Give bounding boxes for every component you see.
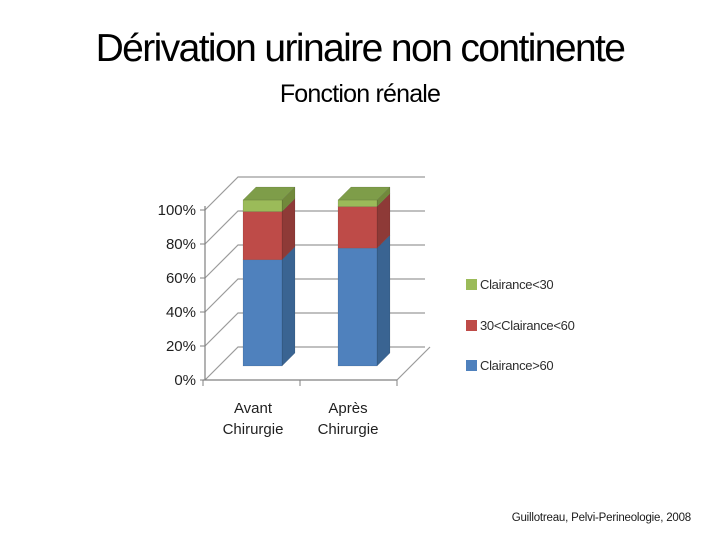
gridline <box>204 244 425 279</box>
y-tick-label: 80% <box>166 236 196 253</box>
legend-label: Clairance>60 <box>480 358 554 373</box>
x-category-label: Après Chirurgie <box>318 400 379 438</box>
legend-swatch-icon <box>466 360 477 371</box>
bar-segment <box>242 199 283 212</box>
legend-item: Clairance<30 <box>466 277 554 292</box>
y-tick-label: 100% <box>158 202 196 219</box>
bar-segment <box>337 199 378 207</box>
floor-edge <box>396 346 431 381</box>
legend-item: 30<Clairance<60 <box>466 318 575 333</box>
y-tick-label: 60% <box>166 270 196 287</box>
slide-subtitle: Fonction rénale <box>279 80 441 108</box>
gridline <box>204 278 425 313</box>
y-tick-label: 20% <box>166 338 196 355</box>
legend-label: Clairance<30 <box>480 277 554 292</box>
bar-segment <box>337 247 378 367</box>
gridline <box>204 346 425 381</box>
chart-legend: Clairance<30 30<Clairance<60 Clairance>60 <box>466 277 666 387</box>
y-tick-label: 0% <box>174 372 196 389</box>
bar-segment <box>242 211 283 261</box>
legend-swatch-icon <box>466 279 477 290</box>
bar-segment <box>242 259 283 367</box>
legend-swatch-icon <box>466 319 477 331</box>
citation: Guillotreau, Pelvi-Perineologie, 2008 <box>511 512 691 524</box>
legend-item: Clairance>60 <box>466 358 554 373</box>
x-category-label: Avant Chirurgie <box>223 400 284 438</box>
gridline <box>204 176 425 211</box>
legend-label: 30<Clairance<60 <box>480 317 575 333</box>
gridline <box>204 312 425 347</box>
bar-top-face <box>242 186 296 201</box>
y-tick-label: 40% <box>166 304 196 321</box>
bar-side-face <box>281 246 296 367</box>
gridline <box>204 210 425 245</box>
bar-side-face <box>376 234 391 367</box>
bar-segment <box>337 206 378 249</box>
slide-title: Dérivation urinaire non continente <box>95 27 626 70</box>
bar-top-face <box>337 186 391 201</box>
